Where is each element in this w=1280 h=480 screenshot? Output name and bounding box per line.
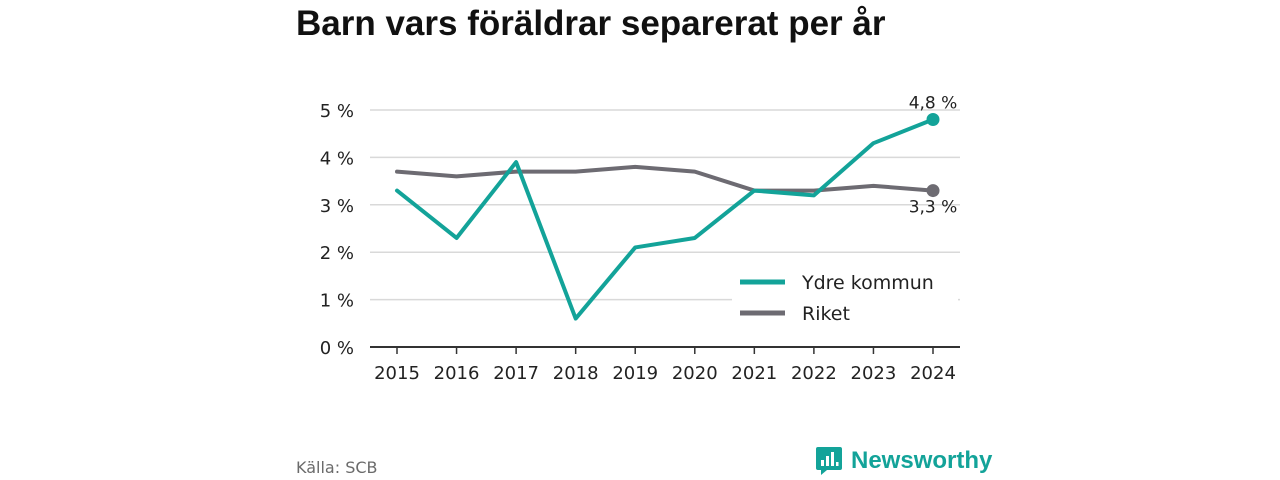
legend-label: Riket — [802, 303, 850, 325]
end-point-marker — [926, 112, 940, 126]
end-value-label: 4,8 % — [909, 93, 958, 113]
y-tick-label: 0 % — [320, 338, 354, 359]
x-tick-label: 2016 — [434, 363, 480, 384]
brand-name: Newsworthy — [851, 447, 993, 474]
newsworthy-logo-icon — [816, 447, 842, 475]
series-line — [395, 164, 935, 193]
brand-logo: Newsworthy — [815, 446, 992, 476]
x-tick-label: 2019 — [612, 363, 658, 384]
end-point-marker — [926, 184, 940, 198]
legend-label: Ydre kommun — [801, 272, 934, 294]
line-chart: 0 % 1 % 2 % 3 % 4 % 5 % 2015 2016 2017 2018 2019 20… — [320, 93, 960, 384]
y-tick-label: 4 % — [320, 148, 354, 169]
x-tick-label: 2018 — [553, 363, 599, 384]
y-tick-label: 3 % — [320, 196, 354, 217]
end-value-label: 3,3 % — [909, 198, 958, 218]
x-tick-label: 2024 — [910, 363, 956, 384]
chart-title: Barn vars föräldrar separerat per år — [296, 4, 886, 43]
x-tick-label: 2021 — [731, 363, 777, 384]
source-note: Källa: SCB — [296, 458, 378, 477]
x-tick-label: 2022 — [791, 363, 837, 384]
series-line — [395, 117, 935, 321]
y-tick-label: 1 % — [320, 291, 354, 312]
x-tick-label: 2020 — [672, 363, 718, 384]
y-tick-label: 2 % — [320, 243, 354, 264]
x-tick-label: 2015 — [374, 363, 420, 384]
y-tick-label: 5 % — [320, 101, 354, 122]
x-tick-label: 2023 — [851, 363, 897, 384]
legend-background — [732, 264, 958, 334]
x-tick-label: 2017 — [493, 363, 539, 384]
